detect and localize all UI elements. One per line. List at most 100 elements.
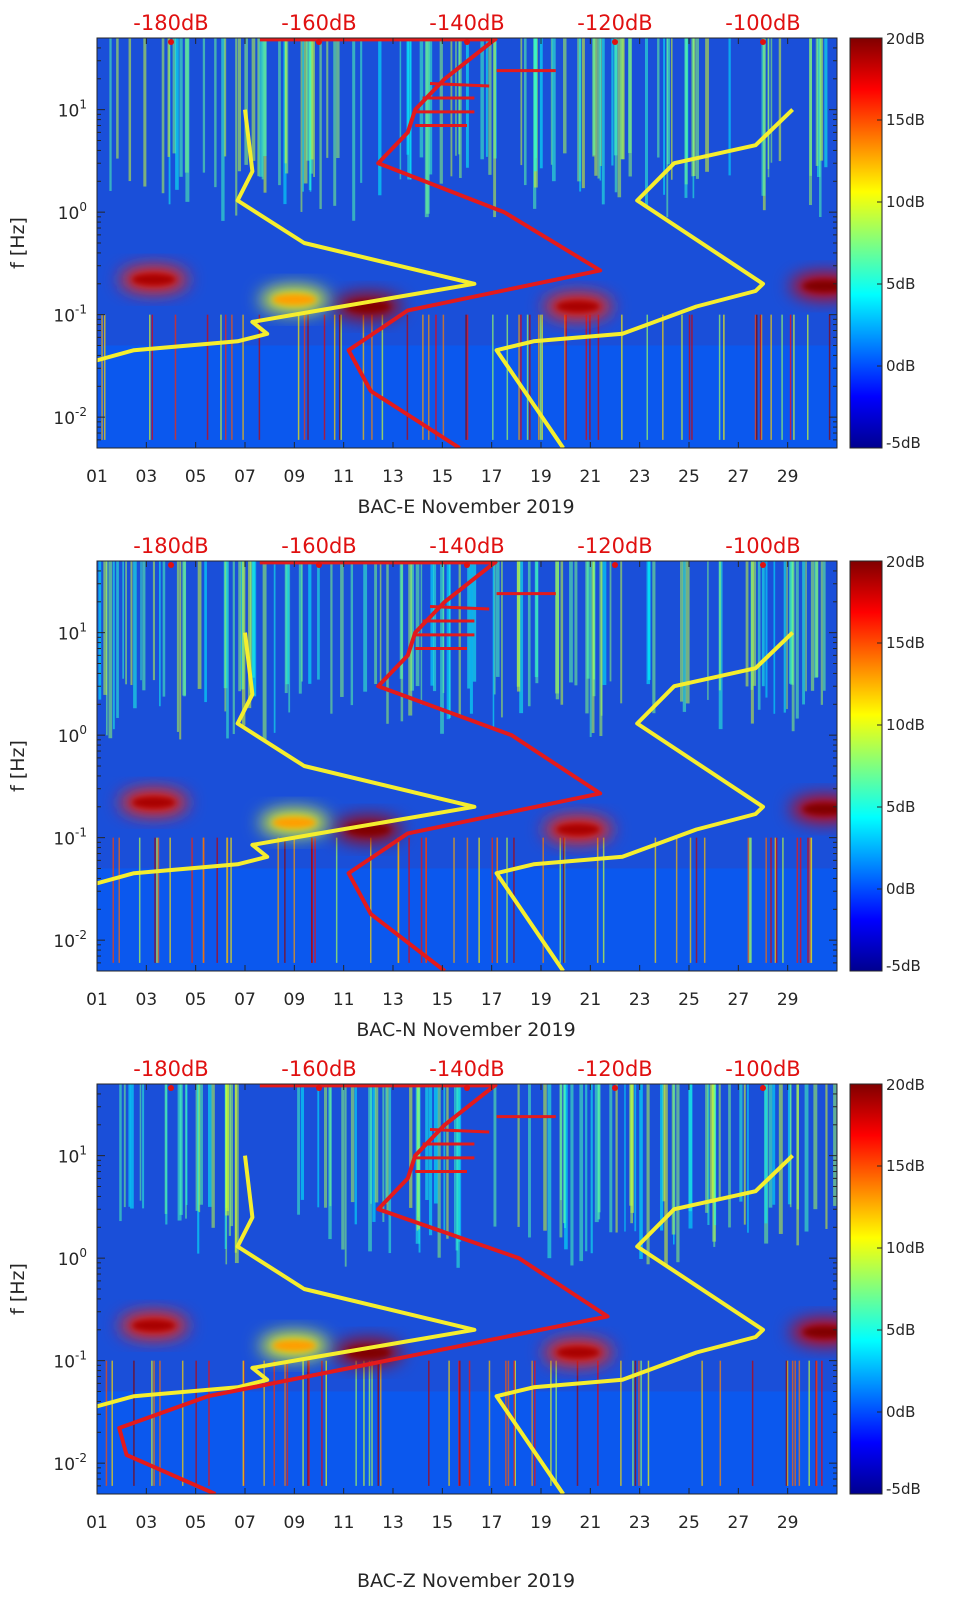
spike [534,1360,536,1486]
streak [198,1084,201,1213]
spike [286,1360,289,1486]
streak [98,561,102,700]
spike [226,837,229,963]
spike [775,837,778,963]
db-scale-marker [168,562,174,568]
spike [321,1360,323,1486]
x-tick-label: 19 [530,990,552,1010]
spike [541,314,543,440]
streak [517,1084,520,1227]
late-microseism-core [802,803,837,816]
streak [225,1084,229,1216]
spike [230,837,232,963]
spike [565,314,567,440]
x-tick-label: 11 [333,467,355,487]
spike [111,1360,113,1486]
streak [597,1084,601,1213]
streak [813,1084,818,1210]
streak [306,38,311,161]
streak [244,38,248,165]
streak [773,561,776,714]
streak [783,561,786,713]
x-tick-label: 21 [580,1513,602,1533]
streak [125,561,127,685]
streak [787,1084,792,1205]
spike [149,314,151,440]
x-axis-label: BAC-N November 2019 [356,1019,575,1041]
streak [261,38,264,180]
streak [453,1084,456,1238]
streak [388,1084,392,1254]
spike [798,1360,801,1486]
x-axis-ticks: 01 03 05 07 09 11 13 15 17 19 21 23 25 27 29 [86,1084,798,1533]
streak [550,38,553,165]
late-microseism-core [802,1326,837,1339]
streak [142,1084,145,1209]
colorbar-tick-label: 10dB [886,193,925,211]
spike [632,1360,634,1486]
x-tick-label: 09 [284,467,306,487]
streak [199,1084,203,1205]
spectrogram-bac-z [97,1084,837,1494]
streak [424,38,429,218]
streak [579,1084,584,1262]
streak [185,1084,188,1205]
streak [579,38,582,192]
streak [707,561,709,700]
panel-bac-n: 01 03 05 07 09 11 13 15 17 19 21 23 25 27 29 10-210-11… [7,534,925,1041]
spike [770,837,772,963]
spike [191,837,193,963]
streak [179,38,183,177]
spike [466,837,469,963]
streak [300,38,303,212]
x-axis-label: BAC-Z November 2019 [357,1570,575,1592]
spike [828,314,831,440]
streak [581,38,585,189]
streak [161,38,165,194]
streak [223,38,227,157]
streak [257,38,260,177]
streak [415,561,420,687]
spike [406,314,409,440]
streak [670,38,673,180]
streak [617,38,622,198]
streak [707,1084,710,1225]
db-scale-label: -120dB [577,11,652,35]
noise-model-low-line [97,109,477,363]
y-tick-label: 100 [58,723,87,747]
storm-band-2-core [556,300,600,313]
streak [559,1084,563,1238]
streak [128,1084,131,1207]
spike [760,314,763,440]
spike [759,314,762,440]
spike [181,1360,184,1486]
x-axis-ticks: 01 03 05 07 09 11 13 15 17 19 21 23 25 27 29 [86,38,798,487]
spike [202,837,205,963]
streak [666,38,671,165]
streak [493,1084,497,1227]
spike [786,1360,789,1486]
colorbar-tick-label: 15dB [886,1157,925,1175]
streak [432,561,437,692]
noise-model-high-line [494,631,794,971]
spike [293,837,296,963]
x-tick-label: 07 [234,1513,256,1533]
streak [247,561,252,709]
streak [796,1084,799,1210]
spike [589,314,591,440]
streak [480,38,484,160]
spike [596,837,599,963]
streak [634,1084,637,1232]
spike [640,1360,642,1486]
spike [303,314,306,440]
spike [297,314,300,440]
spike [785,1360,788,1486]
streak [341,1084,345,1250]
streak [319,38,322,209]
colorbar-gradient [849,37,883,449]
streak [143,38,147,187]
spike [466,314,469,440]
streak [458,1084,462,1242]
spectrogram-texture [97,38,837,448]
colorbar: 20dB 15dB 10dB 5dB 0dB -5dB [849,30,925,452]
